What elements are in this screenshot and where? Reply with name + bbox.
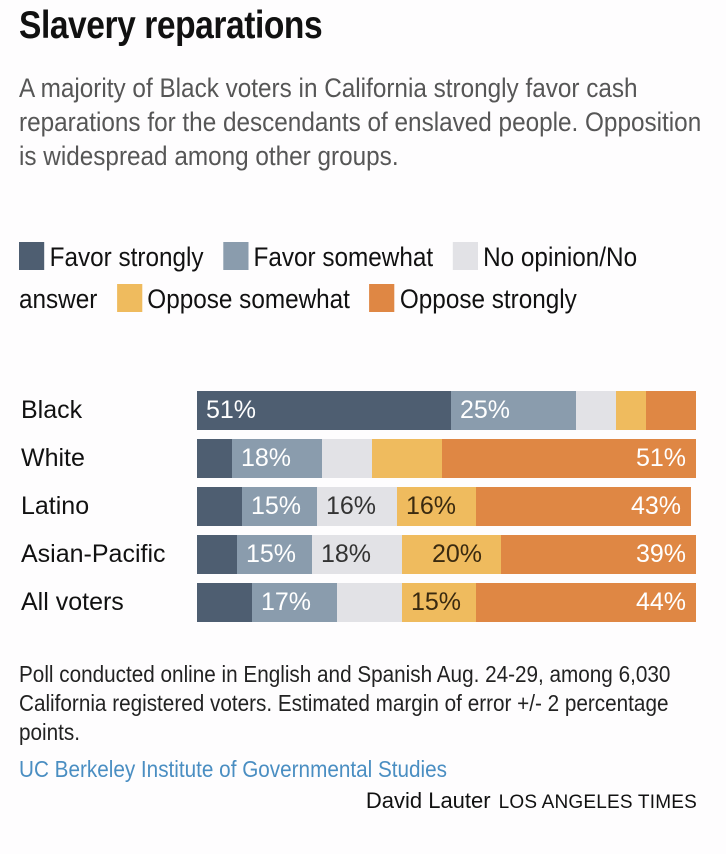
bar-segment-asian-pacific-no-opinion-no-answer: 18%: [312, 535, 402, 574]
data-label: 51%: [206, 396, 257, 424]
bar-segment-latino-no-opinion-no-answer: 16%: [317, 487, 397, 526]
credit-line: David Lauter LOS ANGELES TIMES: [366, 788, 697, 814]
data-label: 25%: [460, 396, 511, 424]
bar-segment-white-oppose-strongly: 51%: [442, 439, 696, 478]
legend-label: Oppose somewhat: [147, 284, 350, 314]
data-label: 15%: [251, 492, 302, 520]
data-label: 18%: [241, 444, 292, 472]
row-label-asian-pacific: Asian-Pacific: [21, 540, 166, 568]
bar-segment-latino-oppose-strongly: 43%: [476, 487, 691, 526]
legend-label: Oppose strongly: [399, 284, 577, 314]
data-label: 39%: [635, 540, 686, 568]
bar-segment-all-voters-oppose-strongly: 44%: [476, 583, 696, 622]
bar-segment-white-oppose-somewhat: [372, 439, 442, 478]
legend-swatch: [19, 242, 45, 270]
bar-segment-latino-oppose-somewhat: 16%: [397, 487, 476, 526]
chart-subtitle: A majority of Black voters in California…: [19, 73, 702, 171]
data-label: 15%: [411, 588, 462, 616]
legend-swatch: [452, 242, 478, 270]
legend-label: No opinion/No answer: [19, 242, 638, 314]
methodology-note: Poll conducted online in English and Spa…: [19, 661, 671, 745]
bar-segment-black-no-opinion-no-answer: [576, 391, 616, 430]
bar-segment-latino-favor-somewhat: 15%: [242, 487, 317, 526]
bar-segment-white-favor-somewhat: 18%: [232, 439, 322, 478]
bar-segment-asian-pacific-favor-somewhat: 15%: [237, 535, 312, 574]
bar-segment-black-favor-strongly: 51%: [197, 391, 451, 430]
legend-swatch: [222, 242, 249, 270]
legend-swatch: [369, 284, 395, 312]
legend-swatch: [116, 284, 142, 312]
source-link[interactable]: UC Berkeley Institute of Governmental St…: [19, 756, 448, 782]
data-label: 15%: [246, 540, 297, 568]
legend-label: Favor somewhat: [253, 242, 434, 272]
bar-segment-asian-pacific-oppose-somewhat: 20%: [402, 535, 501, 574]
data-label: 51%: [635, 444, 686, 472]
bar-segment-white-favor-strongly: [197, 439, 232, 478]
data-label: 43%: [630, 492, 681, 520]
legend-label: Favor strongly: [49, 242, 204, 272]
row-label-black: Black: [21, 396, 83, 424]
bar-segment-asian-pacific-favor-strongly: [197, 535, 237, 574]
bar-segment-latino-favor-strongly: [197, 487, 242, 526]
chart-title: Slavery reparations: [19, 4, 323, 47]
row-label-all-voters: All voters: [21, 588, 124, 616]
data-label: 16%: [326, 492, 377, 520]
bar-segment-black-oppose-strongly: [646, 391, 696, 430]
legend-item-favor-strongly: Favor strongly: [19, 242, 204, 272]
bar-segment-all-voters-favor-somewhat: 17%: [252, 583, 337, 622]
row-label-latino: Latino: [21, 492, 90, 520]
bar-segment-black-oppose-somewhat: [616, 391, 646, 430]
publisher-name: LOS ANGELES TIMES: [498, 792, 697, 813]
bar-segment-all-voters-favor-strongly: [197, 583, 252, 622]
legend-item-oppose-somewhat: Oppose somewhat: [116, 284, 350, 314]
row-label-white: White: [21, 444, 85, 472]
bar-segment-white-no-opinion-no-answer: [322, 439, 372, 478]
data-label: 17%: [261, 588, 312, 616]
data-label: 20%: [432, 540, 483, 568]
bar-segment-black-favor-somewhat: 25%: [451, 391, 576, 430]
data-label: 16%: [406, 492, 457, 520]
legend-item-oppose-strongly: Oppose strongly: [369, 284, 577, 314]
data-label: 44%: [635, 588, 686, 616]
bar-segment-all-voters-no-opinion-no-answer: [337, 583, 402, 622]
legend-item-favor-somewhat: Favor somewhat: [222, 242, 434, 272]
legend: Favor strongly Favor somewhat No opinion…: [19, 236, 721, 320]
bar-segment-asian-pacific-oppose-strongly: 39%: [501, 535, 696, 574]
bar-segment-all-voters-oppose-somewhat: 15%: [402, 583, 476, 622]
data-label: 18%: [321, 540, 372, 568]
author-name: David Lauter: [365, 788, 491, 813]
legend-item-no-opinion: No opinion/No answer: [19, 242, 637, 314]
